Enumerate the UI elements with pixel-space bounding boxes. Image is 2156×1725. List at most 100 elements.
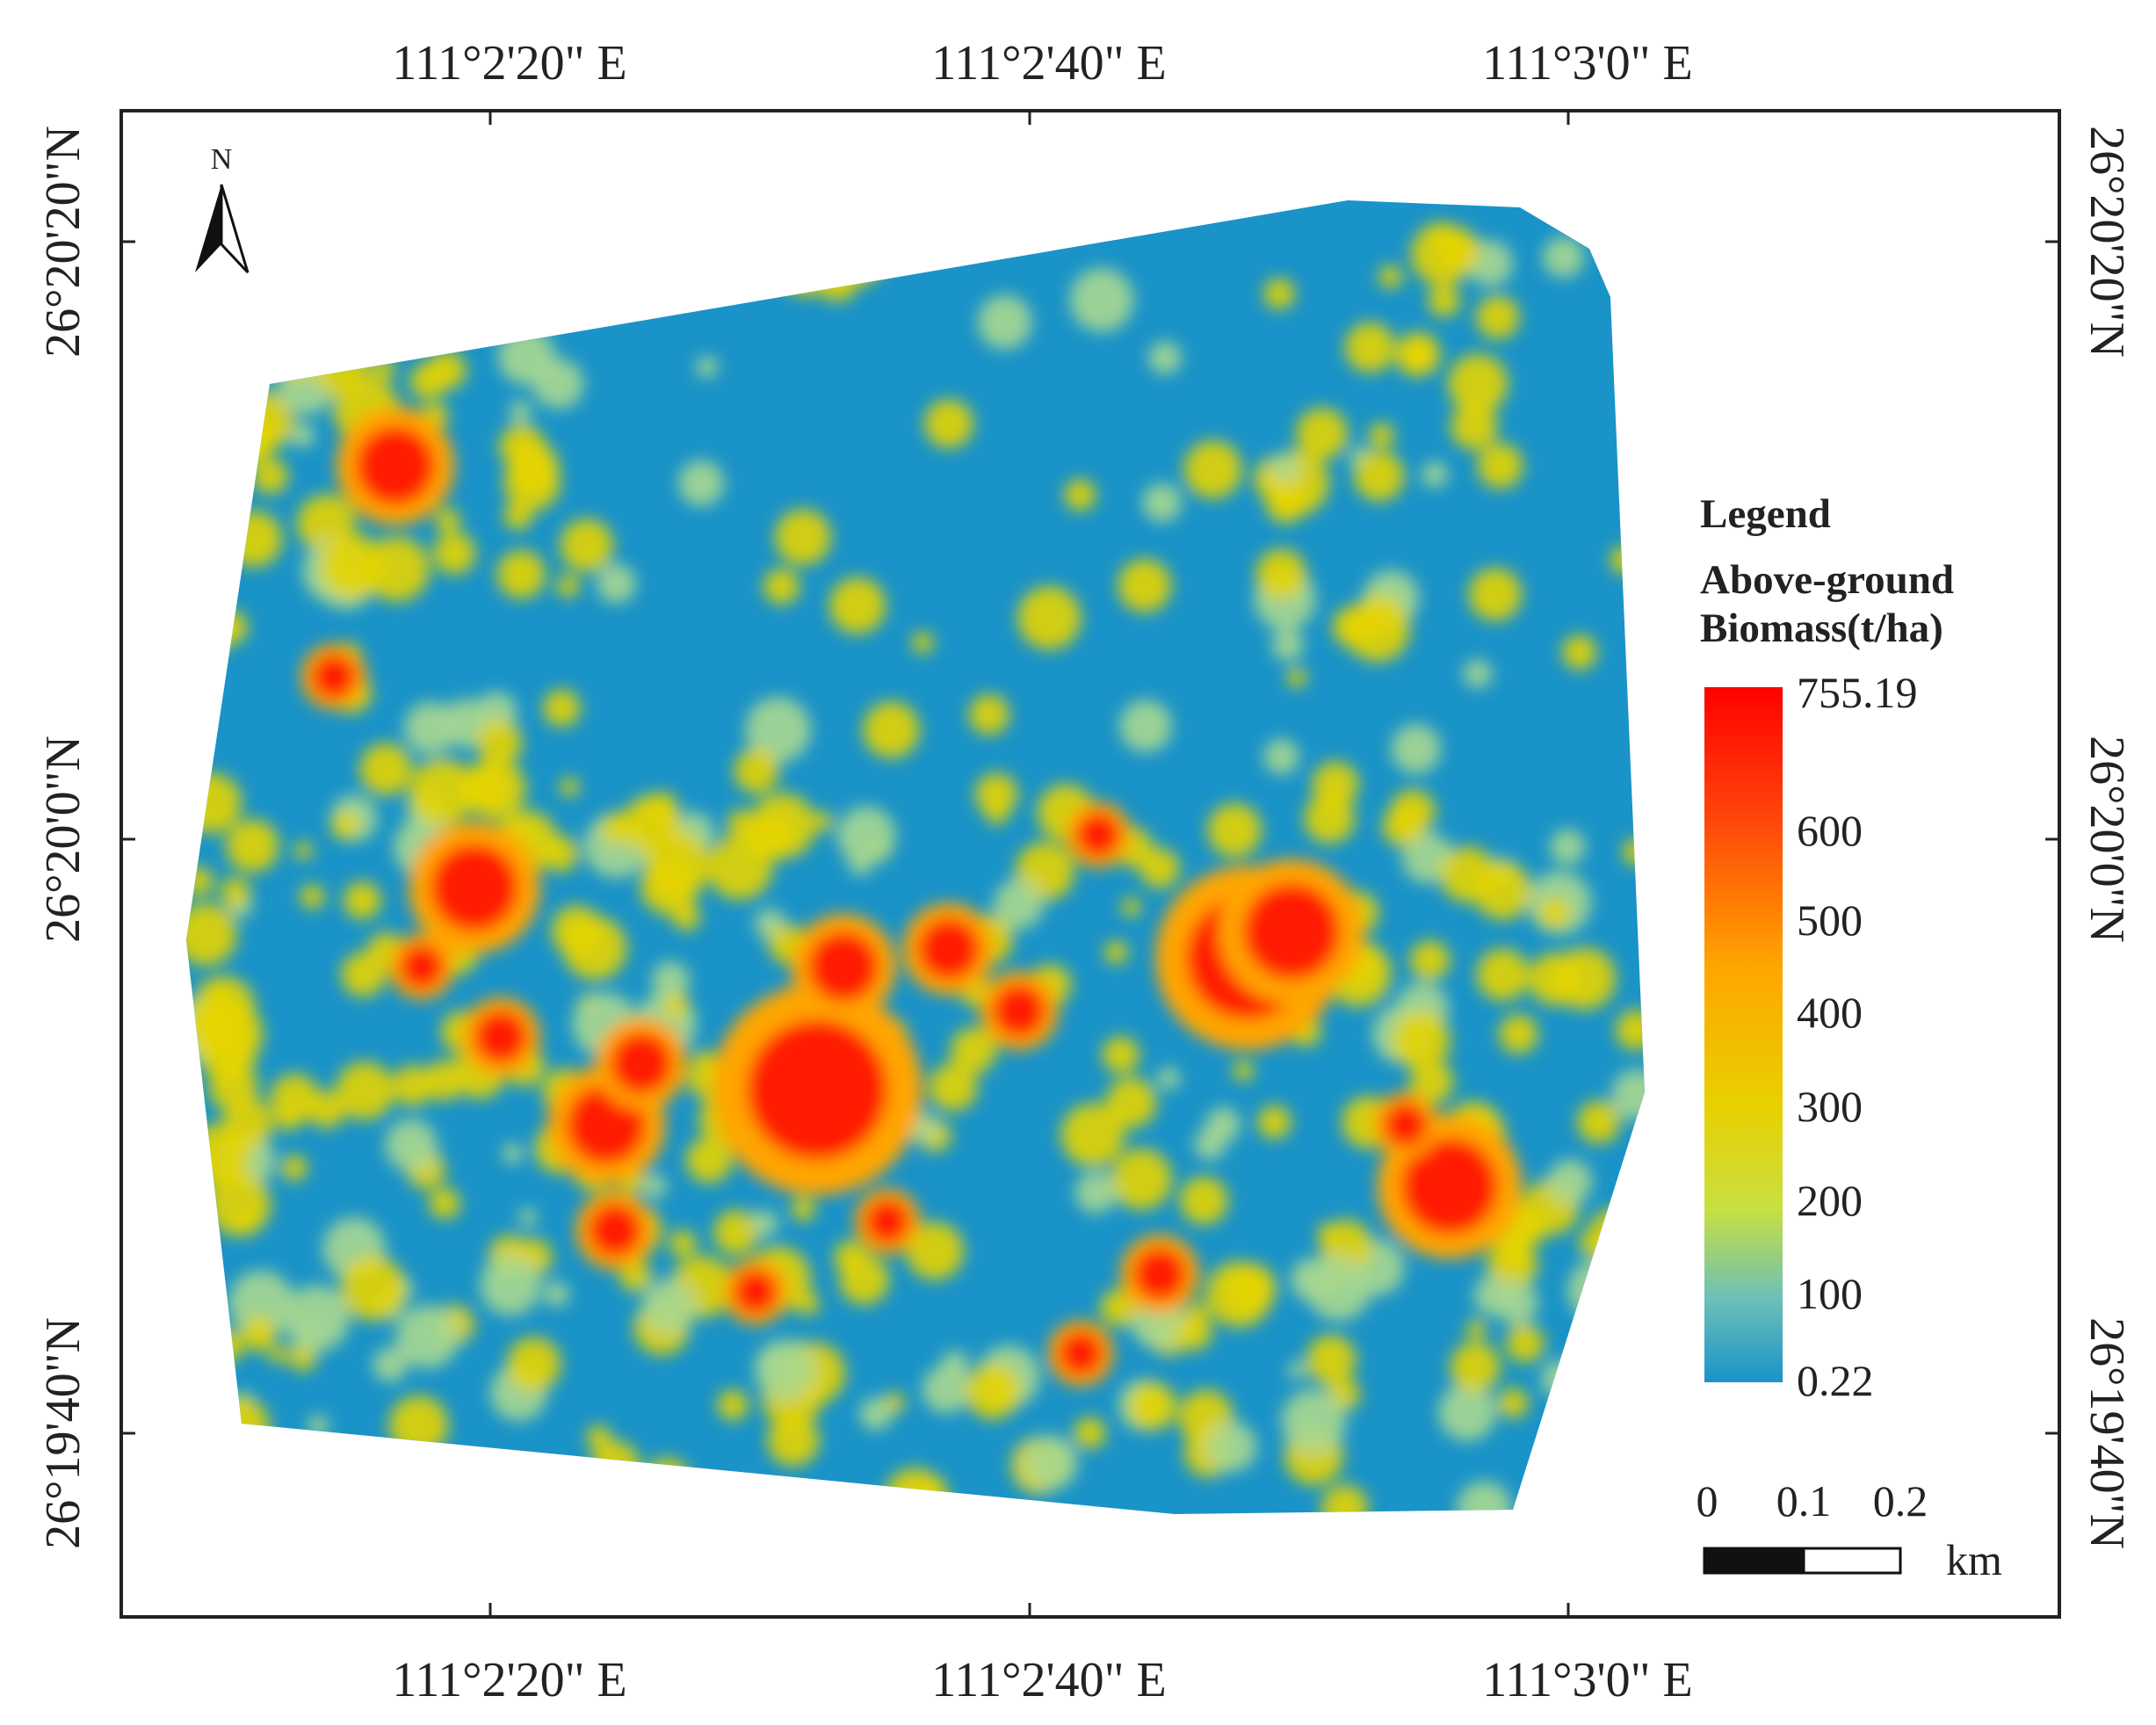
raster-patch: [965, 1363, 1021, 1420]
raster-patch: [208, 1062, 258, 1112]
raster-patch: [1353, 451, 1405, 502]
raster-patch: [597, 563, 636, 604]
raster-patch: [1312, 761, 1359, 808]
raster-patch: [828, 576, 886, 634]
raster-patch: [1139, 848, 1180, 888]
raster-patch: [1409, 1060, 1454, 1105]
raster-patch: [586, 1424, 611, 1451]
raster-patch: [373, 1347, 408, 1382]
raster-patch: [1538, 896, 1571, 929]
raster-patch: [343, 881, 381, 920]
raster-patch: [885, 1392, 906, 1413]
raster-patch: [1499, 1014, 1538, 1054]
raster-patch: [409, 758, 476, 825]
raster-patch: [300, 884, 325, 910]
raster-patch: [186, 996, 242, 1052]
raster-patch: [737, 1482, 756, 1501]
raster-patch: [1572, 1394, 1614, 1436]
raster-patch: [269, 1345, 287, 1364]
raster-patch: [1438, 1383, 1496, 1441]
raster-patch: [1287, 1361, 1306, 1380]
raster-patch: [503, 501, 533, 531]
raster-patch: [1429, 222, 1451, 245]
raster-patch: [1074, 1171, 1117, 1214]
raster-patch: [636, 207, 701, 272]
raster-patch: [497, 328, 555, 386]
raster-patch: [312, 655, 356, 699]
raster-patch: [211, 346, 238, 373]
raster-patch: [644, 831, 711, 898]
colorbar-label: 200: [1797, 1176, 1863, 1225]
raster-patch: [968, 694, 1009, 736]
raster-patch: [433, 532, 476, 575]
raster-patch: [186, 1142, 211, 1171]
raster-patch: [1133, 1248, 1186, 1301]
raster-patch: [1105, 1076, 1157, 1128]
raster-patch: [685, 1136, 733, 1184]
raster-patch: [1263, 278, 1295, 309]
raster-patch: [642, 1279, 697, 1333]
raster-patch: [1194, 1127, 1226, 1161]
raster-patch: [1401, 1138, 1498, 1235]
raster-patch: [372, 257, 407, 292]
raster-patch: [778, 239, 836, 296]
raster-patch: [1384, 1103, 1428, 1147]
raster-patch: [1233, 1061, 1254, 1082]
scale-unit: km: [1946, 1535, 2002, 1584]
raster-patch: [241, 1315, 277, 1352]
raster-patch: [1391, 724, 1441, 774]
raster-patch: [713, 1209, 759, 1256]
colorbar-label: 500: [1797, 895, 1863, 945]
raster-patch: [1296, 408, 1348, 460]
raster-patch: [294, 841, 313, 860]
raster-patch: [1257, 1105, 1291, 1140]
raster-patch: [1064, 479, 1096, 511]
raster-patch: [330, 811, 359, 840]
raster-patch: [1179, 1176, 1228, 1225]
raster-patch: [499, 424, 546, 470]
raster-patch: [400, 945, 444, 989]
colorbar: [1704, 687, 1783, 1382]
raster-patch: [226, 511, 283, 568]
raster-patch: [1550, 829, 1586, 865]
raster-patch: [226, 819, 279, 873]
raster-patch: [356, 426, 435, 505]
raster-patch: [1548, 1159, 1593, 1204]
raster-patch: [1286, 667, 1307, 688]
raster-patch: [678, 460, 725, 506]
raster-patch: [693, 1050, 715, 1072]
biomass-raster: [186, 200, 1645, 1514]
colorbar-label: 755.19: [1797, 668, 1918, 717]
colorbar-label: 600: [1797, 806, 1863, 855]
raster-patch: [1069, 268, 1134, 332]
scale-label: 0.2: [1873, 1476, 1928, 1526]
raster-patch: [1320, 1484, 1369, 1514]
raster-patch: [562, 916, 627, 981]
raster-patch: [1076, 813, 1120, 857]
raster-patch: [1271, 628, 1305, 662]
raster-patch: [619, 1260, 652, 1293]
raster-patch: [1255, 548, 1306, 599]
raster-patch: [272, 331, 322, 381]
raster-patch: [1477, 443, 1523, 489]
raster-patch: [1060, 1103, 1125, 1167]
raster-patch: [224, 411, 277, 464]
raster-patch: [243, 440, 265, 462]
raster-patch: [1577, 1450, 1602, 1475]
raster-patch: [1616, 1010, 1645, 1051]
raster-patch: [429, 1187, 460, 1220]
raster-patch: [986, 803, 1008, 825]
raster-patch: [1396, 332, 1441, 376]
raster-patch: [1183, 440, 1242, 499]
raster-patch: [476, 720, 523, 766]
raster-patch: [503, 1143, 524, 1164]
raster-patch: [1498, 1388, 1529, 1418]
raster-patch: [747, 1019, 887, 1160]
raster-patch: [751, 1209, 778, 1237]
longitude-label: 111°3'0" E: [1482, 1653, 1692, 1707]
raster-patch: [993, 984, 1045, 1037]
raster-patch: [745, 697, 811, 763]
raster-patch: [1102, 1036, 1139, 1074]
raster-patch: [186, 1124, 250, 1188]
raster-patch: [651, 961, 690, 1000]
